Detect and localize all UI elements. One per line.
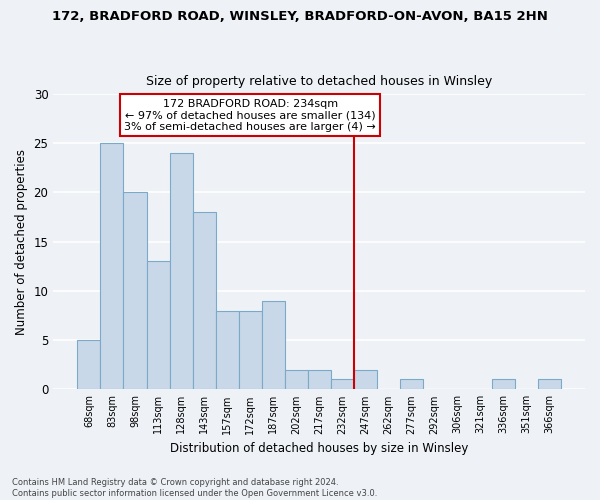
Bar: [284, 370, 308, 390]
Bar: [100, 143, 124, 390]
Bar: [400, 380, 423, 390]
Text: 172, BRADFORD ROAD, WINSLEY, BRADFORD-ON-AVON, BA15 2HN: 172, BRADFORD ROAD, WINSLEY, BRADFORD-ON…: [52, 10, 548, 23]
Text: Contains HM Land Registry data © Crown copyright and database right 2024.
Contai: Contains HM Land Registry data © Crown c…: [12, 478, 377, 498]
Title: Size of property relative to detached houses in Winsley: Size of property relative to detached ho…: [146, 76, 492, 88]
Bar: [239, 310, 262, 390]
Bar: [77, 340, 100, 390]
Bar: [262, 300, 284, 390]
Bar: [538, 380, 561, 390]
X-axis label: Distribution of detached houses by size in Winsley: Distribution of detached houses by size …: [170, 442, 469, 455]
Bar: [124, 192, 146, 390]
Bar: [215, 310, 239, 390]
Bar: [193, 212, 215, 390]
Text: 172 BRADFORD ROAD: 234sqm
← 97% of detached houses are smaller (134)
3% of semi-: 172 BRADFORD ROAD: 234sqm ← 97% of detac…: [124, 99, 376, 132]
Bar: [146, 262, 170, 390]
Y-axis label: Number of detached properties: Number of detached properties: [15, 148, 28, 334]
Bar: [308, 370, 331, 390]
Bar: [353, 370, 377, 390]
Bar: [170, 153, 193, 390]
Bar: [492, 380, 515, 390]
Bar: [331, 380, 353, 390]
